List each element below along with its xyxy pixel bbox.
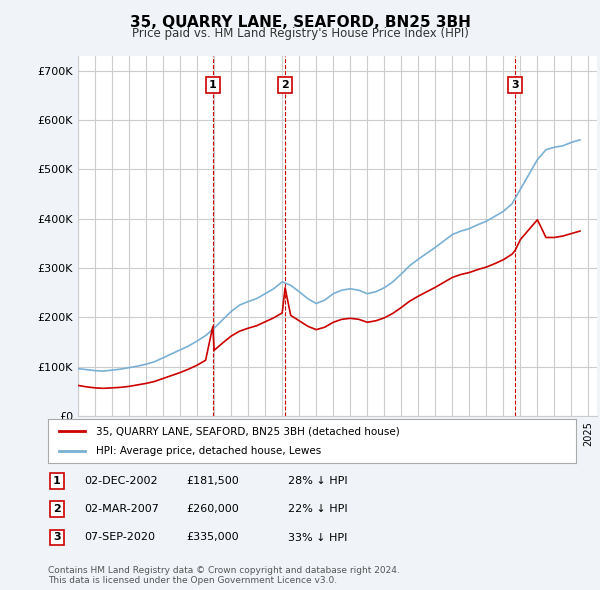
Text: £260,000: £260,000 — [186, 504, 239, 514]
Text: 3: 3 — [511, 80, 519, 90]
Text: 22% ↓ HPI: 22% ↓ HPI — [288, 504, 347, 514]
Text: Contains HM Land Registry data © Crown copyright and database right 2024.
This d: Contains HM Land Registry data © Crown c… — [48, 566, 400, 585]
Text: 3: 3 — [53, 533, 61, 542]
Text: 1: 1 — [209, 80, 217, 90]
Text: 02-MAR-2007: 02-MAR-2007 — [84, 504, 159, 514]
Text: 2: 2 — [281, 80, 289, 90]
Text: 35, QUARRY LANE, SEAFORD, BN25 3BH (detached house): 35, QUARRY LANE, SEAFORD, BN25 3BH (deta… — [95, 427, 399, 436]
Text: £181,500: £181,500 — [186, 476, 239, 486]
Text: HPI: Average price, detached house, Lewes: HPI: Average price, detached house, Lewe… — [95, 446, 321, 455]
Text: 07-SEP-2020: 07-SEP-2020 — [84, 533, 155, 542]
Text: 35, QUARRY LANE, SEAFORD, BN25 3BH: 35, QUARRY LANE, SEAFORD, BN25 3BH — [130, 15, 470, 30]
Text: 2: 2 — [53, 504, 61, 514]
Text: 33% ↓ HPI: 33% ↓ HPI — [288, 533, 347, 542]
Text: 28% ↓ HPI: 28% ↓ HPI — [288, 476, 347, 486]
Text: 1: 1 — [53, 476, 61, 486]
Text: £335,000: £335,000 — [186, 533, 239, 542]
Text: Price paid vs. HM Land Registry's House Price Index (HPI): Price paid vs. HM Land Registry's House … — [131, 27, 469, 40]
Text: 02-DEC-2002: 02-DEC-2002 — [84, 476, 158, 486]
